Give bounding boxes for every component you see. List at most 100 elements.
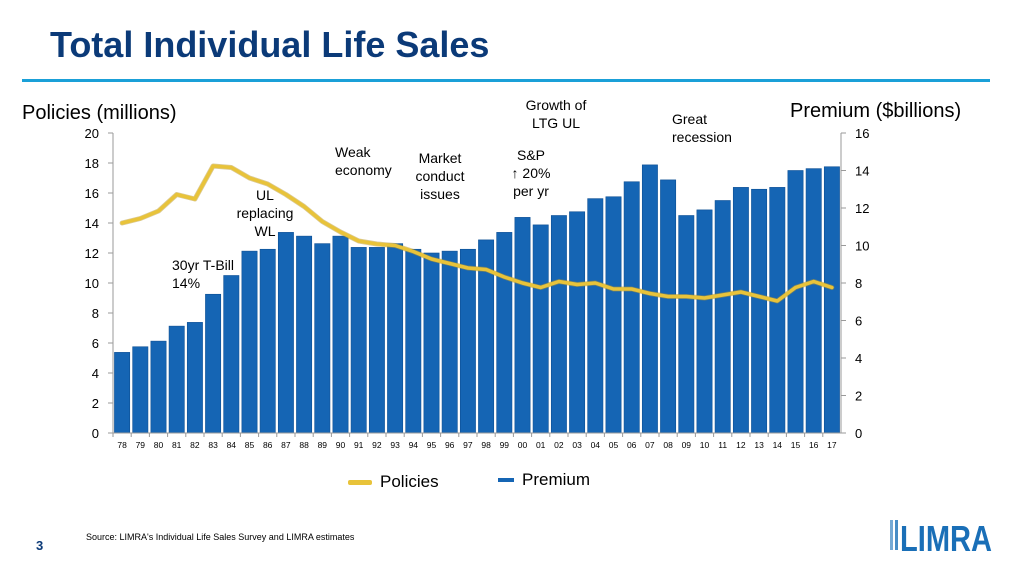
left-tick-label: 4 <box>92 366 99 381</box>
policies-point-95 <box>430 257 433 261</box>
policies-point-82 <box>193 197 197 201</box>
policies-point-03 <box>575 283 579 286</box>
x-tick-label-87: 87 <box>281 440 291 450</box>
left-tick-label: 8 <box>92 306 99 321</box>
policies-point-89 <box>321 220 324 223</box>
premium-bar-10 <box>696 209 713 434</box>
premium-bar-02 <box>550 215 567 434</box>
left-tick-label: 16 <box>85 186 99 201</box>
policies-point-99 <box>503 275 506 279</box>
premium-bar-91 <box>350 247 367 434</box>
right-tick-label: 12 <box>855 201 869 216</box>
x-tick-label-05: 05 <box>609 440 619 450</box>
x-tick-label-95: 95 <box>427 440 437 450</box>
policies-point-13 <box>757 295 761 298</box>
policies-point-88 <box>302 205 306 208</box>
x-tick-label-93: 93 <box>390 440 400 450</box>
x-tick-label-06: 06 <box>627 440 637 450</box>
x-tick-label-15: 15 <box>791 440 801 450</box>
annotation-great-recession: Great recession <box>672 111 732 145</box>
annotation-ul-replacing-wl: UL replacing WL <box>236 187 294 239</box>
policies-point-07 <box>648 292 652 295</box>
x-tick-label-03: 03 <box>572 440 582 450</box>
x-tick-label-90: 90 <box>336 440 346 450</box>
policies-point-85 <box>248 176 251 180</box>
right-tick-label: 10 <box>855 239 869 254</box>
premium-bar-78 <box>114 352 131 434</box>
policies-point-80 <box>157 209 160 213</box>
x-tick-label-07: 07 <box>645 440 655 450</box>
policies-point-98 <box>484 268 488 271</box>
right-tick-label: 8 <box>855 276 862 291</box>
x-tick-label-13: 13 <box>754 440 764 450</box>
premium-bar-97 <box>459 248 476 434</box>
policies-point-04 <box>594 281 597 285</box>
policies-point-14 <box>776 299 779 303</box>
premium-bar-88 <box>296 235 313 434</box>
source-note: Source: LIMRA's Individual Life Sales Su… <box>86 532 355 542</box>
premium-bar-15 <box>787 170 804 434</box>
policies-point-78 <box>120 221 124 225</box>
policies-point-08 <box>666 295 670 298</box>
x-tick-label-86: 86 <box>263 440 273 450</box>
policies-point-02 <box>557 280 561 283</box>
annotation-growth-ltg-ul: Growth of LTG UL <box>525 97 587 131</box>
premium-bar-83 <box>205 293 222 434</box>
premium-bar-87 <box>277 232 294 434</box>
premium-bar-04 <box>587 198 604 434</box>
premium-bar-86 <box>259 248 276 434</box>
policies-point-92 <box>375 242 379 246</box>
left-tick-label: 12 <box>85 246 99 261</box>
x-tick-label-12: 12 <box>736 440 746 450</box>
x-tick-label-10: 10 <box>700 440 710 450</box>
premium-bar-99 <box>496 232 513 434</box>
policies-point-05 <box>612 287 615 291</box>
policies-point-17 <box>830 286 834 289</box>
policies-point-11 <box>721 293 724 297</box>
left-tick-label: 18 <box>85 156 99 171</box>
policies-point-87 <box>284 193 288 196</box>
premium-bar-90 <box>332 235 349 434</box>
x-tick-label-88: 88 <box>299 440 309 450</box>
x-tick-label-89: 89 <box>318 440 328 450</box>
x-tick-label-85: 85 <box>245 440 255 450</box>
premium-bar-01 <box>532 224 549 434</box>
policies-point-94 <box>412 250 415 253</box>
premium-bar-96 <box>441 250 458 434</box>
annotation-sp-growth: S&P ↑ 20% per yr <box>511 147 551 199</box>
x-tick-label-09: 09 <box>682 440 692 450</box>
x-tick-label-81: 81 <box>172 440 182 450</box>
page-title: Total Individual Life Sales <box>50 24 490 65</box>
left-tick-label: 14 <box>85 216 99 231</box>
policies-point-12 <box>739 290 743 294</box>
premium-bar-13 <box>751 188 768 434</box>
policies-point-84 <box>230 166 233 169</box>
left-tick-label: 2 <box>92 396 99 411</box>
left-tick-label: 0 <box>92 426 99 441</box>
policies-point-09 <box>685 295 688 298</box>
premium-bar-06 <box>623 181 640 434</box>
right-tick-label: 2 <box>855 389 862 404</box>
policies-line-layer <box>119 163 835 304</box>
premium-bar-84 <box>223 275 240 434</box>
x-tick-label-97: 97 <box>463 440 473 450</box>
premium-bar-79 <box>132 346 149 434</box>
annotation-market-conduct: Market conduct issues <box>415 150 465 202</box>
premium-bar-81 <box>168 325 185 434</box>
premium-bar-11 <box>714 200 731 434</box>
premium-bar-05 <box>605 196 622 434</box>
annotation-weak-economy: Weak economy <box>335 144 392 178</box>
policies-point-90 <box>339 230 342 234</box>
x-tick-label-99: 99 <box>500 440 510 450</box>
x-tick-label-04: 04 <box>591 440 601 450</box>
x-tick-label-11: 11 <box>718 440 727 450</box>
policies-point-10 <box>703 296 706 300</box>
premium-bar-14 <box>769 187 786 434</box>
x-tick-label-79: 79 <box>136 440 146 450</box>
annotation-tbill: 30yr T-Bill 14% <box>172 257 234 291</box>
policies-point-93 <box>393 244 397 247</box>
left-tick-label: 10 <box>85 276 99 291</box>
policies-point-15 <box>794 286 797 289</box>
left-tick-label: 6 <box>92 336 99 351</box>
